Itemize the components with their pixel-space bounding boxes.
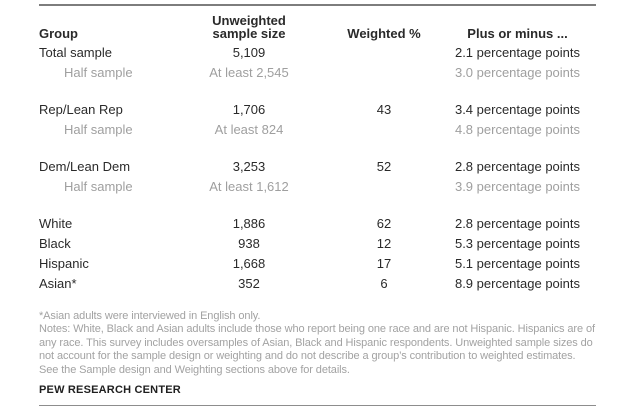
group-label: Half sample xyxy=(64,179,133,194)
weighted-value: 6 xyxy=(380,276,388,291)
unweighted-value: At least 2,545 xyxy=(209,65,289,80)
unweighted-value: At least 824 xyxy=(214,122,284,137)
row-rep-lean-rep: Rep/Lean Rep 1,706 43 3.4 percentage poi… xyxy=(39,100,596,120)
column-header-unweighted-line1: Unweighted xyxy=(212,13,286,28)
row-white: White 1,886 62 2.8 percentage points xyxy=(39,214,596,234)
column-header-unweighted-sample-size: Unweighted sample size xyxy=(169,14,329,40)
row-total-sample: Total sample 5,109 2.1 percentage points xyxy=(39,43,596,63)
group-label: Asian* xyxy=(39,276,77,291)
row-half-sample-rep: Half sample At least 824 4.8 percentage … xyxy=(39,120,596,140)
column-header-weighted-pct: Weighted % xyxy=(347,26,421,41)
moe-value: 2.8 percentage points xyxy=(454,216,581,231)
moe-value: 5.1 percentage points xyxy=(454,256,581,271)
moe-value: 8.9 percentage points xyxy=(454,276,581,291)
moe-value: 5.3 percentage points xyxy=(454,236,581,251)
weighted-value: 52 xyxy=(376,159,392,174)
group-label: Half sample xyxy=(64,65,133,80)
group-label: Half sample xyxy=(64,122,133,137)
row-half-sample-total: Half sample At least 2,545 3.0 percentag… xyxy=(39,63,596,83)
weighted-value: 17 xyxy=(376,256,392,271)
group-label: Total sample xyxy=(39,45,112,60)
moe-value: 3.9 percentage points xyxy=(454,179,581,194)
column-header-group: Group xyxy=(39,26,78,41)
table-notes: Notes: White, Black and Asian adults inc… xyxy=(39,323,595,376)
table-header-row: Group Unweighted sample size Weighted % … xyxy=(39,6,596,43)
moe-value: 3.0 percentage points xyxy=(454,65,581,80)
weighted-value: 62 xyxy=(376,216,392,231)
column-header-unweighted-line2: sample size xyxy=(212,26,286,41)
top-rule xyxy=(39,4,596,6)
unweighted-value: 1,886 xyxy=(232,216,266,231)
group-label: Dem/Lean Dem xyxy=(39,159,131,174)
unweighted-value: 938 xyxy=(238,236,260,251)
asian-footnote: *Asian adults were interviewed in Englis… xyxy=(39,310,261,322)
moe-value: 4.8 percentage points xyxy=(454,122,581,137)
weighted-value: 43 xyxy=(376,102,392,117)
unweighted-value: 1,706 xyxy=(232,102,266,117)
group-label: Black xyxy=(39,236,71,251)
moe-value: 3.4 percentage points xyxy=(454,102,581,117)
unweighted-value: 3,253 xyxy=(232,159,266,174)
unweighted-value: 1,668 xyxy=(232,256,266,271)
row-half-sample-dem: Half sample At least 1,612 3.9 percentag… xyxy=(39,177,596,197)
weighted-value: 12 xyxy=(376,236,392,251)
moe-value: 2.1 percentage points xyxy=(454,45,581,60)
notes-block: *Asian adults were interviewed in Englis… xyxy=(39,310,596,377)
row-hispanic: Hispanic 1,668 17 5.1 percentage points xyxy=(39,254,596,274)
row-dem-lean-dem: Dem/Lean Dem 3,253 52 2.8 percentage poi… xyxy=(39,157,596,177)
moe-value: 2.8 percentage points xyxy=(454,159,581,174)
group-label: White xyxy=(39,216,73,231)
unweighted-value: 352 xyxy=(238,276,260,291)
group-label: Rep/Lean Rep xyxy=(39,102,123,117)
row-black: Black 938 12 5.3 percentage points xyxy=(39,234,596,254)
column-header-plus-or-minus: Plus or minus ... xyxy=(467,26,568,41)
unweighted-value: 5,109 xyxy=(232,45,266,60)
unweighted-value: At least 1,612 xyxy=(209,179,289,194)
source-label: PEW RESEARCH CENTER xyxy=(39,384,181,397)
table-content-area: Group Unweighted sample size Weighted % … xyxy=(39,4,596,406)
group-label: Hispanic xyxy=(39,256,89,271)
row-asian: Asian* 352 6 8.9 percentage points xyxy=(39,274,596,294)
